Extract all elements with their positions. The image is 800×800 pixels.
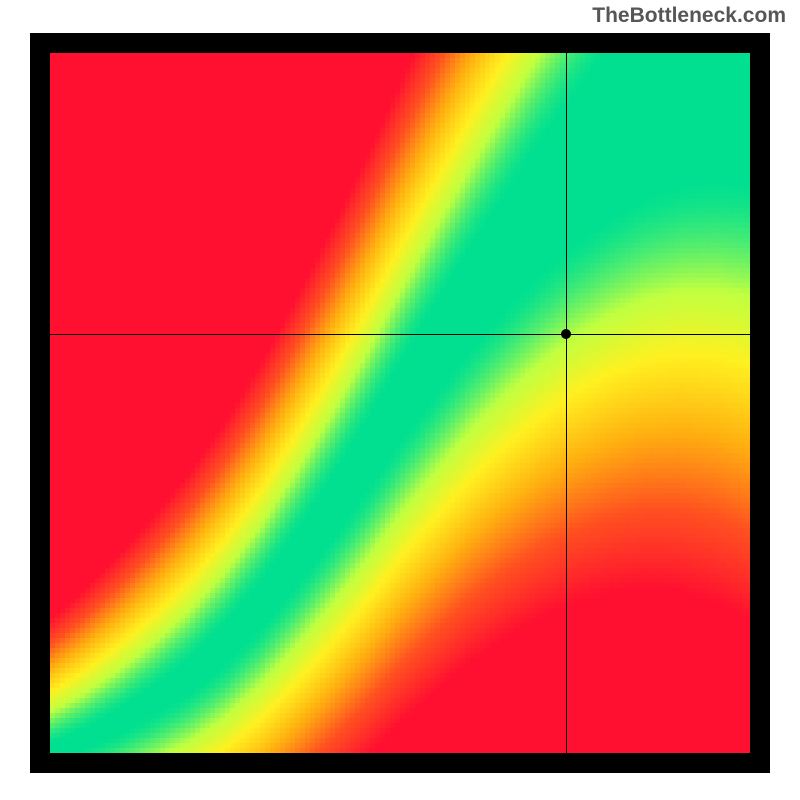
crosshair-vertical: [566, 53, 567, 753]
crosshair-marker: [561, 329, 571, 339]
heatmap-canvas: [50, 53, 750, 753]
plot-frame: [30, 33, 770, 773]
watermark-text: TheBottleneck.com: [592, 4, 786, 28]
plot-area: [50, 53, 750, 753]
root: TheBottleneck.com: [0, 0, 800, 800]
crosshair-horizontal: [50, 334, 750, 335]
